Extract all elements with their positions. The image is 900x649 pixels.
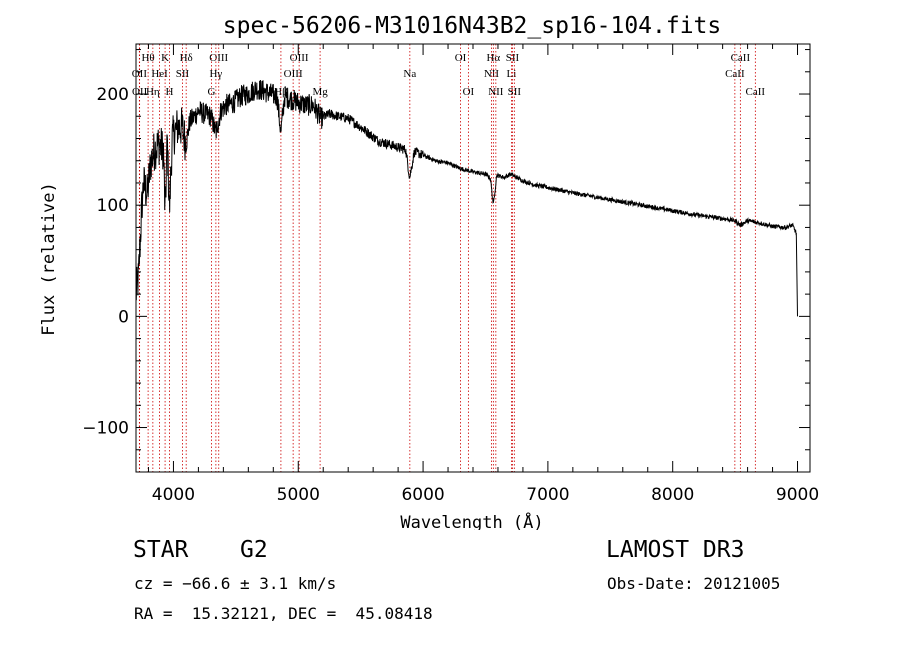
x-tick-label: 8000 — [651, 485, 694, 505]
survey-name: LAMOST DR3 — [606, 537, 745, 563]
line-label: Hγ — [209, 68, 222, 80]
line-label: K — [161, 52, 169, 64]
plot-frame — [135, 43, 811, 473]
line-label: CaII — [746, 86, 766, 98]
y-tick-label: 0 — [118, 307, 129, 327]
spectrum-chart: spec-56206-M31016N43B2_sp16-104.fits Hθ O… — [39, 13, 819, 530]
spectrum-layer — [135, 80, 798, 317]
y-tick-label: −100 — [82, 419, 129, 439]
line-label: Hα — [486, 52, 500, 64]
line-label: NII — [484, 68, 500, 80]
object-class: STAR — [133, 537, 189, 563]
redshift-velocity: cz = −66.6 ± 3.1 km/s — [134, 574, 337, 593]
line-label: SII — [176, 68, 190, 80]
line-label: CaII — [725, 68, 745, 80]
x-tick-label: 9000 — [776, 485, 819, 505]
line-label: SII — [508, 86, 522, 98]
line-label: CaII — [731, 52, 751, 64]
x-axis-label: Wavelength (Å) — [400, 511, 543, 530]
line-label: OIII — [290, 52, 309, 64]
line-label: OI — [463, 86, 475, 98]
line-label: G — [208, 86, 216, 98]
line-label: OIII — [284, 68, 303, 80]
line-label: Hδ — [180, 52, 193, 64]
coordinates: RA = 15.32121, DEC = 45.08418 — [134, 604, 433, 623]
line-label: Hη — [146, 86, 160, 98]
y-tick-label: 200 — [97, 85, 129, 105]
chart-title: spec-56206-M31016N43B2_sp16-104.fits — [223, 13, 722, 39]
line-label: Hθ — [141, 52, 154, 64]
line-label: Li — [507, 68, 517, 80]
line-label: SII — [506, 52, 520, 64]
observation-date: Obs-Date: 20121005 — [607, 574, 781, 593]
y-axis-label: Flux (relative) — [39, 182, 59, 336]
line-label: Mg — [312, 86, 328, 98]
line-label: Na — [403, 68, 416, 80]
x-tick-label: 5000 — [277, 485, 320, 505]
line-label: OIII — [209, 52, 228, 64]
line-label: NII — [488, 86, 504, 98]
spectrum-line — [135, 80, 798, 317]
x-tick-label: 6000 — [401, 485, 444, 505]
line-label: OI — [455, 52, 467, 64]
line-label: HeI — [151, 68, 168, 80]
axes-layer: 4000 5000 6000 7000 8000 9000 −100 0 100 200 — [82, 43, 819, 505]
object-subclass: G2 — [240, 537, 268, 563]
line-label: H — [165, 86, 173, 98]
y-tick-label: 100 — [97, 196, 129, 216]
x-tick-label: 7000 — [526, 485, 569, 505]
x-tick-label: 4000 — [152, 485, 195, 505]
